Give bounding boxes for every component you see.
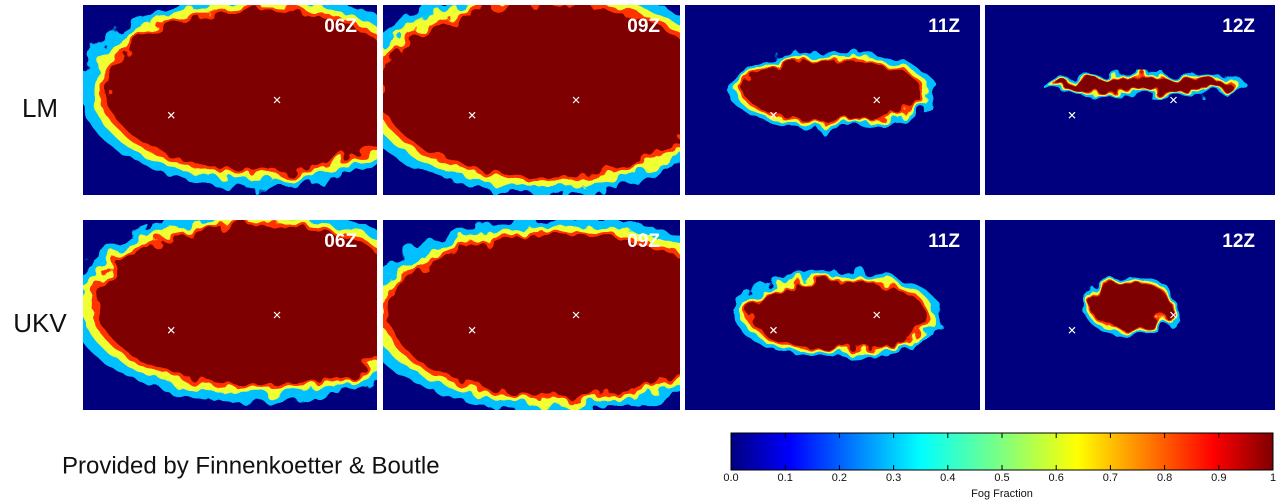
fog-layer <box>1089 283 1170 329</box>
panel-label: 12Z <box>1222 231 1255 252</box>
fog-layer <box>107 11 413 171</box>
colorbar-tick-label: 0.7 <box>1103 472 1118 484</box>
panel-label: 11Z <box>928 16 960 37</box>
colorbar-tick-label: 0.0 <box>723 472 738 484</box>
colorbar-tick-label: 0.2 <box>832 472 847 484</box>
panel-label: 11Z <box>928 231 960 252</box>
colorbar-tick-label: 0.9 <box>1211 472 1226 484</box>
panel-label: 06Z <box>324 16 357 37</box>
colorbar-tick-label: 0.5 <box>994 472 1009 484</box>
credit: Provided by Finnenkoetter & Boutle <box>62 452 440 479</box>
colorbar-tick-label: 1 <box>1270 472 1276 484</box>
row-label: UKV <box>13 308 67 338</box>
row-label: LM <box>22 93 58 123</box>
panel-label: 06Z <box>324 231 357 252</box>
colorbar-tick-label: 0.6 <box>1049 472 1064 484</box>
panel-label: 12Z <box>1222 16 1255 37</box>
colorbar-tick-label: 0.4 <box>940 472 955 484</box>
colorbar-tick-label: 0.3 <box>886 472 901 484</box>
map-panel <box>350 0 743 195</box>
colorbar <box>731 433 1273 470</box>
panel-label: 09Z <box>627 16 660 37</box>
fog-area <box>728 51 937 130</box>
fog-layer <box>750 281 927 349</box>
fog-area <box>1082 275 1178 336</box>
fog-layer <box>389 235 734 395</box>
fog-area <box>734 271 943 359</box>
figure: Provided by Finnenkoetter & Boutle Fog F… <box>0 0 1278 502</box>
panel-label: 09Z <box>627 231 660 252</box>
fog-layer <box>744 60 921 121</box>
colorbar-label: Fog Fraction <box>971 488 1033 500</box>
colorbar-tick-label: 0.8 <box>1157 472 1172 484</box>
fog-layer <box>380 5 713 176</box>
colorbar-tick-label: 0.1 <box>778 472 793 484</box>
fog-layer <box>98 226 421 386</box>
fog-area <box>1042 72 1247 97</box>
fog-layer <box>1058 77 1232 92</box>
